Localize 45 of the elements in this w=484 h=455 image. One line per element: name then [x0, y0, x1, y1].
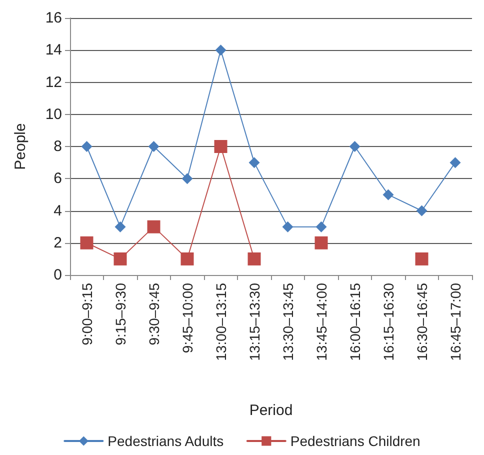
point: [415, 252, 428, 266]
y-tick-label: 6: [54, 170, 62, 188]
point: [81, 141, 92, 152]
x-tick-label: 16:30–16:45: [414, 282, 430, 361]
point: [148, 141, 160, 152]
x-tick-label: 9:45–10:00: [179, 282, 196, 354]
x-axis-title: Period: [249, 402, 293, 419]
y-tick-label: 2: [54, 234, 62, 252]
y-tick-label: 12: [45, 74, 62, 91]
y-axis-title: People: [12, 123, 29, 170]
y-tick-label: 14: [45, 42, 62, 59]
point: [80, 236, 94, 250]
legend-label: Pedestrians Children: [290, 433, 420, 449]
x-tick-label: 9:00–9:15: [78, 282, 95, 346]
point: [248, 252, 261, 266]
x-tick-label: 9:30–9:45: [146, 282, 162, 346]
point: [349, 141, 360, 152]
point: [114, 252, 127, 266]
y-tick-label: 8: [54, 138, 62, 155]
point: [314, 236, 328, 250]
point: [180, 252, 194, 266]
x-tick-label: 9:15–9:30: [112, 282, 128, 346]
point: [282, 221, 294, 232]
x-tick-label: 13:30–13:45: [280, 282, 296, 361]
y-tick-label: 0: [54, 266, 62, 284]
x-tick-label: 13:00–13:15: [212, 282, 229, 361]
point: [382, 189, 394, 200]
legend-label: Pedestrians Adults: [108, 433, 224, 449]
x-tick-label: 16:00–16:15: [346, 282, 363, 361]
point: [248, 157, 260, 168]
y-tick-label: 4: [54, 202, 62, 220]
x-tick-label: 13:45–14:00: [313, 282, 330, 361]
point: [114, 221, 126, 232]
point: [214, 140, 228, 153]
point: [147, 220, 160, 234]
y-tick-label: 10: [45, 106, 62, 123]
x-tick-label: 13:15–13:30: [246, 282, 262, 361]
x-tick-label: 16:15–16:30: [380, 282, 396, 361]
point: [416, 205, 428, 216]
x-tick-label: 16:45–17:00: [447, 282, 464, 361]
point: [450, 157, 461, 168]
point: [182, 173, 193, 184]
point: [316, 221, 327, 232]
point: [215, 44, 226, 56]
y-tick-label: 16: [45, 10, 62, 26]
